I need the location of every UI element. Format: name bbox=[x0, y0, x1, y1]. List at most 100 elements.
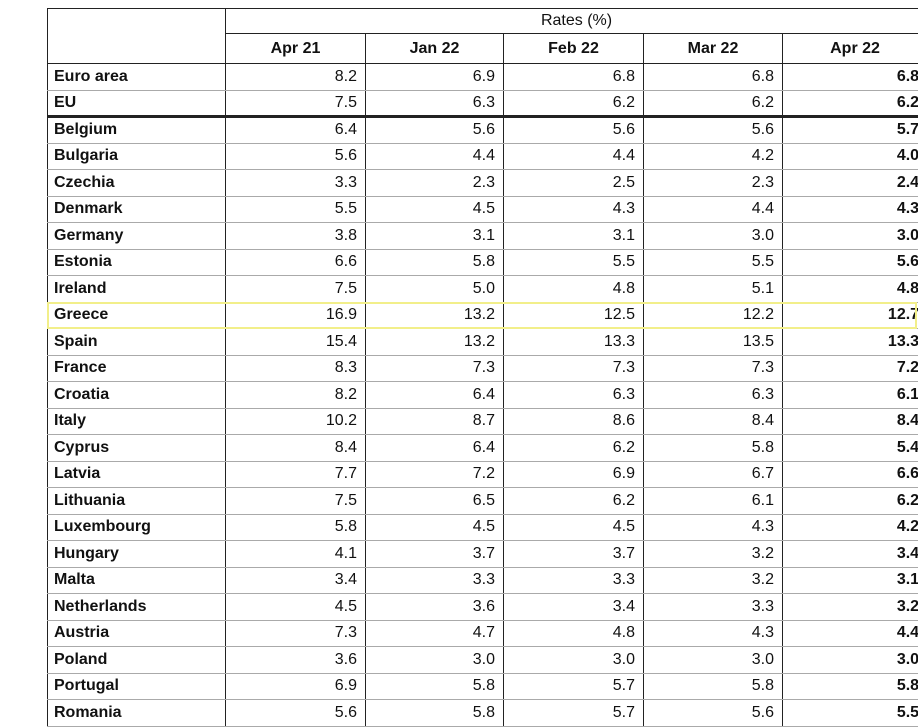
rate-value: 3.4 bbox=[783, 541, 918, 568]
rate-value: 6.4 bbox=[366, 435, 504, 462]
rate-value: 5.6 bbox=[783, 249, 918, 276]
rate-value: 6.9 bbox=[504, 461, 644, 488]
rate-value: 8.4 bbox=[783, 408, 918, 435]
rate-value: 6.9 bbox=[366, 64, 504, 91]
country-name: Netherlands bbox=[48, 594, 226, 621]
rate-value: 8.2 bbox=[226, 64, 366, 91]
corner-cell bbox=[48, 9, 226, 64]
rate-value: 8.6 bbox=[504, 408, 644, 435]
rate-value: 5.8 bbox=[366, 673, 504, 700]
country-name: Bulgaria bbox=[48, 143, 226, 170]
rate-value: 3.0 bbox=[783, 647, 918, 674]
country-name: Austria bbox=[48, 620, 226, 647]
country-name: Italy bbox=[48, 408, 226, 435]
rate-value: 4.5 bbox=[366, 514, 504, 541]
rate-value: 16.9 bbox=[226, 302, 366, 329]
rate-value: 6.3 bbox=[644, 382, 783, 409]
rate-value: 4.5 bbox=[504, 514, 644, 541]
rate-value: 4.8 bbox=[504, 620, 644, 647]
rate-value: 5.6 bbox=[504, 117, 644, 144]
rate-value: 8.3 bbox=[226, 355, 366, 382]
column-header: Apr 22 bbox=[783, 34, 918, 64]
country-name: Portugal bbox=[48, 673, 226, 700]
country-name: Spain bbox=[48, 329, 226, 356]
rate-value: 5.6 bbox=[644, 700, 783, 727]
rate-value: 6.2 bbox=[504, 488, 644, 515]
country-name: Czechia bbox=[48, 170, 226, 197]
rate-value: 6.2 bbox=[504, 90, 644, 117]
rate-value: 3.4 bbox=[504, 594, 644, 621]
rate-value: 3.7 bbox=[366, 541, 504, 568]
rate-value: 7.5 bbox=[226, 488, 366, 515]
rate-value: 13.2 bbox=[366, 302, 504, 329]
rate-value: 4.2 bbox=[783, 514, 918, 541]
country-name: Ireland bbox=[48, 276, 226, 303]
rate-value: 4.5 bbox=[366, 196, 504, 223]
rate-value: 6.8 bbox=[644, 64, 783, 91]
rate-value: 5.7 bbox=[783, 117, 918, 144]
rate-value: 5.7 bbox=[504, 673, 644, 700]
rate-value: 5.4 bbox=[783, 435, 918, 462]
rate-value: 3.0 bbox=[504, 647, 644, 674]
rate-value: 6.9 bbox=[226, 673, 366, 700]
rate-value: 4.4 bbox=[504, 143, 644, 170]
column-header: Jan 22 bbox=[366, 34, 504, 64]
rate-value: 13.5 bbox=[644, 329, 783, 356]
rate-value: 7.2 bbox=[783, 355, 918, 382]
column-header: Apr 21 bbox=[226, 34, 366, 64]
rate-value: 3.0 bbox=[783, 223, 918, 250]
country-name: Luxembourg bbox=[48, 514, 226, 541]
rate-value: 5.6 bbox=[226, 700, 366, 727]
rate-value: 5.5 bbox=[504, 249, 644, 276]
rate-value: 3.2 bbox=[644, 567, 783, 594]
rate-value: 2.3 bbox=[644, 170, 783, 197]
country-name: Denmark bbox=[48, 196, 226, 223]
rate-value: 6.4 bbox=[226, 117, 366, 144]
rate-value: 6.6 bbox=[226, 249, 366, 276]
rate-value: 4.0 bbox=[783, 143, 918, 170]
rate-value: 6.3 bbox=[366, 90, 504, 117]
rate-value: 6.4 bbox=[366, 382, 504, 409]
rate-value: 6.2 bbox=[504, 435, 644, 462]
country-name: France bbox=[48, 355, 226, 382]
rate-value: 15.4 bbox=[226, 329, 366, 356]
rate-value: 4.1 bbox=[226, 541, 366, 568]
rate-value: 4.2 bbox=[644, 143, 783, 170]
rate-value: 7.7 bbox=[226, 461, 366, 488]
rate-value: 7.5 bbox=[226, 276, 366, 303]
rate-value: 3.3 bbox=[366, 567, 504, 594]
country-name: Estonia bbox=[48, 249, 226, 276]
rate-value: 3.6 bbox=[226, 647, 366, 674]
rate-value: 5.5 bbox=[644, 249, 783, 276]
rate-value: 4.4 bbox=[783, 620, 918, 647]
rate-value: 5.6 bbox=[226, 143, 366, 170]
rate-value: 4.8 bbox=[783, 276, 918, 303]
country-name: Romania bbox=[48, 700, 226, 727]
rate-value: 6.8 bbox=[504, 64, 644, 91]
rate-value: 4.4 bbox=[644, 196, 783, 223]
rate-value: 3.3 bbox=[644, 594, 783, 621]
rate-value: 3.1 bbox=[504, 223, 644, 250]
rate-value: 3.4 bbox=[226, 567, 366, 594]
rate-value: 6.3 bbox=[504, 382, 644, 409]
rate-value: 4.3 bbox=[504, 196, 644, 223]
rate-value: 2.5 bbox=[504, 170, 644, 197]
rate-value: 3.0 bbox=[366, 647, 504, 674]
rate-value: 5.8 bbox=[644, 673, 783, 700]
rate-value: 7.2 bbox=[366, 461, 504, 488]
rate-value: 12.2 bbox=[644, 302, 783, 329]
